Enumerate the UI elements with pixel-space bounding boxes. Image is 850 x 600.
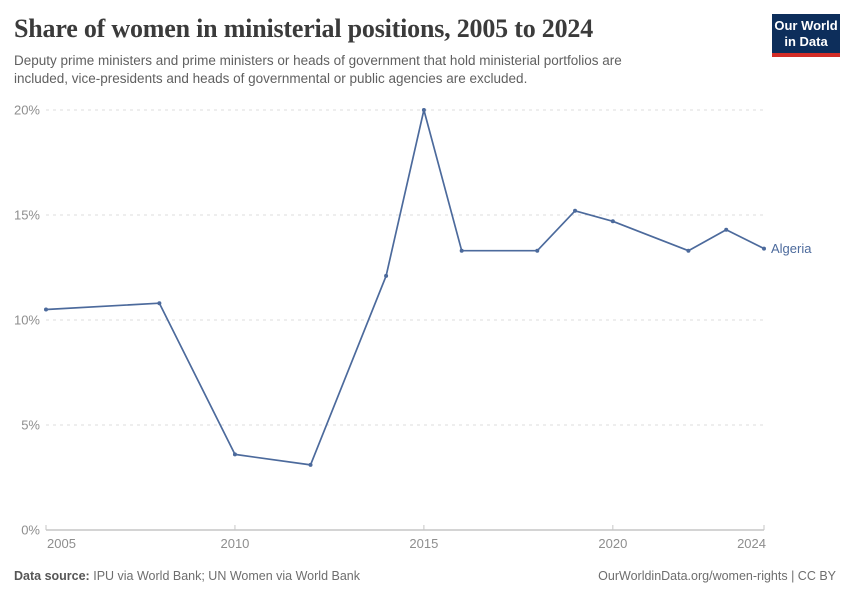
series-line: [45, 109, 765, 466]
data-point: [421, 108, 426, 112]
data-point: [573, 208, 578, 213]
data-point: [610, 219, 615, 224]
y-tick-label: 5%: [21, 418, 40, 433]
owid-logo: Our World in Data: [772, 14, 840, 57]
data-point: [44, 307, 48, 312]
logo-line-1: Our World: [774, 18, 838, 33]
data-source-text: IPU via World Bank; UN Women via World B…: [93, 569, 360, 583]
data-point: [384, 273, 389, 278]
logo-red-bar: [772, 53, 840, 57]
x-tick-label: 2024: [737, 536, 766, 551]
y-tick-label: 15%: [14, 208, 40, 223]
data-source-label: Data source:: [14, 569, 90, 583]
data-point: [157, 301, 162, 306]
data-point: [724, 227, 729, 232]
chart-subtitle: Deputy prime ministers and prime ministe…: [14, 52, 622, 88]
page-title: Share of women in ministerial positions,…: [14, 14, 593, 43]
subtitle-line-2: included, vice-presidents and heads of g…: [14, 71, 528, 86]
subtitle-line-1: Deputy prime ministers and prime ministe…: [14, 53, 622, 68]
series-label: Algeria: [771, 241, 812, 256]
data-point: [308, 462, 313, 467]
logo-line-2: in Data: [784, 34, 828, 49]
x-tick-label: 2015: [409, 536, 438, 551]
data-point: [459, 248, 464, 253]
x-tick-label: 2010: [220, 536, 249, 551]
data-point: [762, 246, 766, 251]
y-tick-label: 10%: [14, 313, 40, 328]
data-point: [232, 452, 237, 457]
y-tick-label: 20%: [14, 103, 40, 118]
x-tick-label: 2020: [598, 536, 627, 551]
footer-link[interactable]: OurWorldinData.org/women-rights | CC BY: [598, 569, 836, 583]
data-point: [686, 248, 691, 253]
data-point: [535, 248, 540, 253]
y-tick-label: 0%: [21, 523, 40, 538]
x-tick-label: 2005: [47, 536, 76, 551]
data-source: Data source: IPU via World Bank; UN Wome…: [14, 569, 360, 583]
